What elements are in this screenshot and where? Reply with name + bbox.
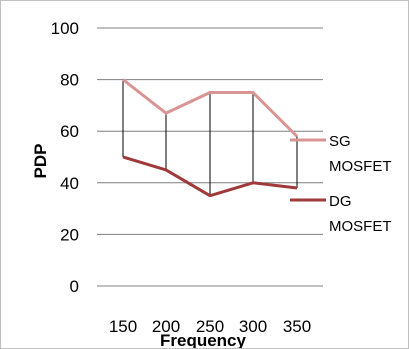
legend-label: SG	[329, 133, 351, 150]
legend: SG MOSFET DG MOSFET	[290, 133, 392, 235]
y-axis-ticks: 0 20 40 60 80 100	[51, 19, 79, 296]
x-tick-label: 150	[109, 317, 137, 336]
series-lines	[122, 78, 299, 198]
legend-label: DG	[329, 193, 352, 210]
y-tick-label: 80	[60, 71, 79, 90]
y-tick-label: 60	[60, 122, 79, 141]
legend-label: MOSFET	[329, 158, 392, 175]
x-tick-label: 350	[283, 317, 311, 336]
y-tick-label: 0	[70, 277, 79, 296]
x-tick-label: 200	[152, 317, 180, 336]
y-axis-title: PDP	[31, 144, 50, 179]
legend-label: MOSFET	[329, 218, 392, 235]
y-tick-label: 100	[51, 19, 79, 38]
x-axis-ticks: 150 200 250 300 350	[109, 317, 311, 336]
series-line-1	[122, 78, 299, 138]
y-tick-label: 40	[60, 174, 79, 193]
x-tick-label: 300	[239, 317, 267, 336]
x-axis-title: Frequency	[160, 331, 247, 348]
drop-lines	[122, 79, 298, 196]
series-line-2	[122, 155, 298, 198]
y-tick-label: 20	[60, 225, 79, 244]
x-tick-label: 250	[196, 317, 224, 336]
